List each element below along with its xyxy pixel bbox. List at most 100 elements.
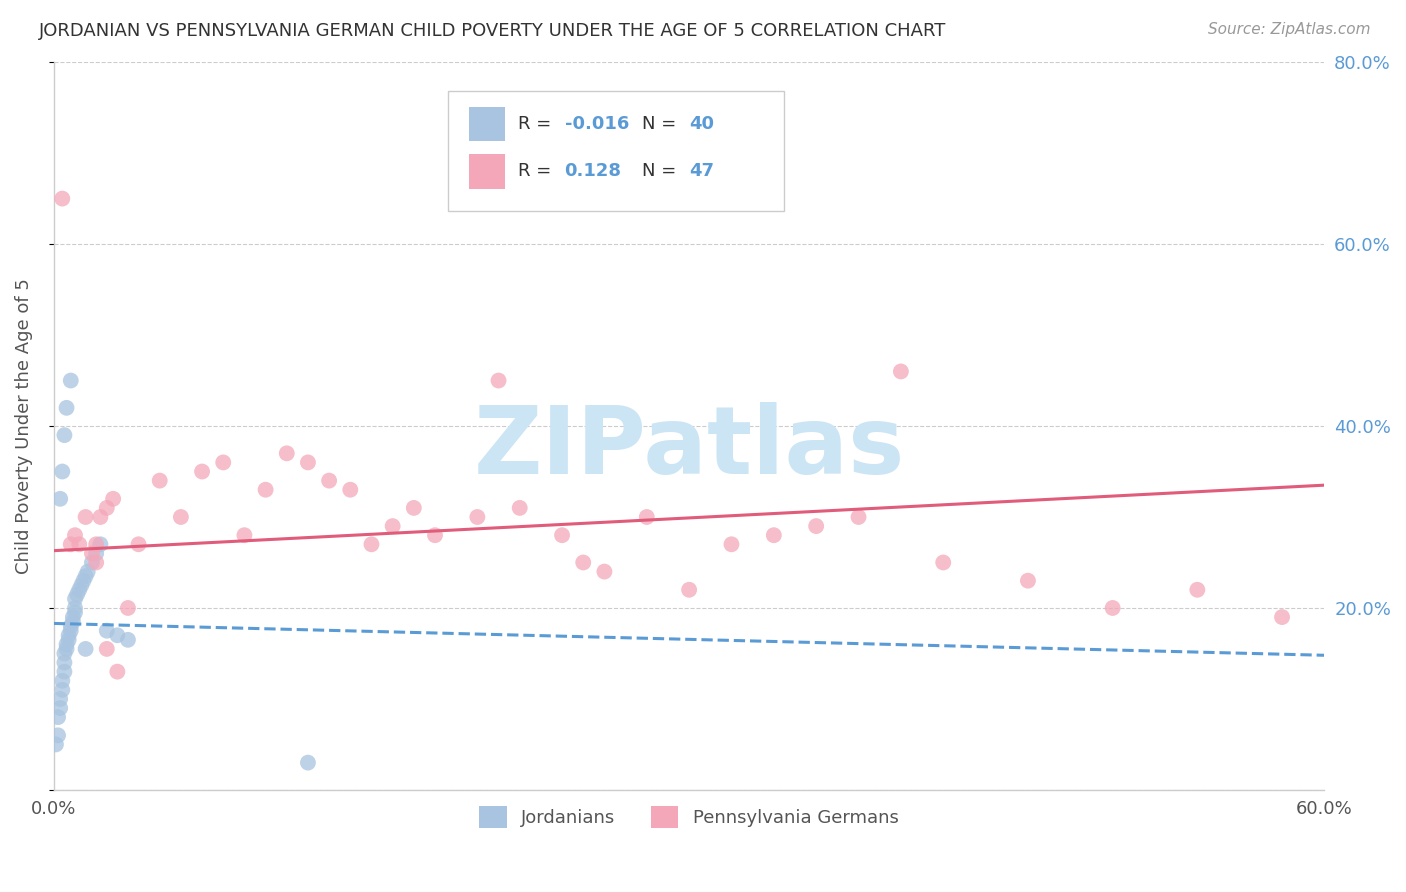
Point [381,519,404,533]
Point [96,641,118,656]
Point [46,710,69,724]
Point [96,500,118,515]
Point [75,510,97,524]
Text: N =: N = [643,115,682,133]
Point [117,632,139,647]
Point [1101,601,1123,615]
Point [402,500,425,515]
Point [70,578,93,592]
Point [149,474,172,488]
Point [720,537,742,551]
Point [932,556,955,570]
Point [62,610,84,624]
Point [170,510,193,524]
Point [53,656,76,670]
Point [51,465,73,479]
Text: 40: 40 [689,115,714,133]
Point [1187,582,1209,597]
Point [593,565,616,579]
Point [45,738,67,752]
Point [105,665,128,679]
Y-axis label: Child Poverty Under the Age of 5: Child Poverty Under the Age of 5 [15,278,32,574]
Point [55,401,77,415]
Point [59,619,82,633]
Point [678,582,700,597]
Point [1017,574,1039,588]
Point [89,510,111,524]
Point [59,624,82,638]
Point [55,641,77,656]
Text: 47: 47 [689,162,714,180]
Point [804,519,827,533]
Point [59,537,82,551]
Point [80,546,103,560]
Point [66,587,89,601]
Point [84,537,107,551]
Point [572,556,595,570]
Point [53,665,76,679]
Point [75,641,97,656]
Point [105,628,128,642]
Point [63,591,86,606]
Point [63,606,86,620]
Text: R =: R = [517,115,557,133]
Point [212,455,235,469]
Point [551,528,574,542]
Point [53,647,76,661]
Point [58,628,80,642]
Point [848,510,870,524]
Point [59,374,82,388]
Point [67,537,90,551]
Point [128,537,150,551]
Point [49,692,72,706]
Point [58,632,80,647]
Point [276,446,298,460]
Text: R =: R = [517,162,562,180]
Point [51,673,73,688]
Point [53,428,76,442]
Point [51,192,73,206]
FancyBboxPatch shape [470,106,505,142]
Point [636,510,658,524]
Point [423,528,446,542]
Point [63,601,86,615]
Point [254,483,277,497]
Point [46,728,69,742]
Point [488,374,510,388]
Text: -0.016: -0.016 [565,115,628,133]
Point [96,624,118,638]
Point [360,537,382,551]
Point [84,556,107,570]
Point [49,491,72,506]
Point [318,474,340,488]
Text: N =: N = [643,162,682,180]
Point [467,510,489,524]
Point [339,483,361,497]
Text: 0.128: 0.128 [565,162,621,180]
Point [80,556,103,570]
Point [101,491,124,506]
Legend: Jordanians, Pennsylvania Germans: Jordanians, Pennsylvania Germans [472,799,905,836]
Point [762,528,785,542]
Point [49,701,72,715]
Point [76,565,98,579]
Point [297,756,319,770]
Point [297,455,319,469]
Point [117,601,139,615]
Point [509,500,531,515]
Point [51,682,73,697]
Point [191,465,214,479]
Point [62,615,84,629]
Point [233,528,256,542]
Text: JORDANIAN VS PENNSYLVANIA GERMAN CHILD POVERTY UNDER THE AGE OF 5 CORRELATION CH: JORDANIAN VS PENNSYLVANIA GERMAN CHILD P… [39,22,946,40]
FancyBboxPatch shape [470,153,505,189]
Text: ZIPatlas: ZIPatlas [474,402,905,494]
Point [67,582,90,597]
Point [890,364,912,378]
Point [89,537,111,551]
Text: Source: ZipAtlas.com: Source: ZipAtlas.com [1208,22,1371,37]
Point [55,637,77,651]
Point [72,574,94,588]
Point [63,528,86,542]
Point [75,569,97,583]
